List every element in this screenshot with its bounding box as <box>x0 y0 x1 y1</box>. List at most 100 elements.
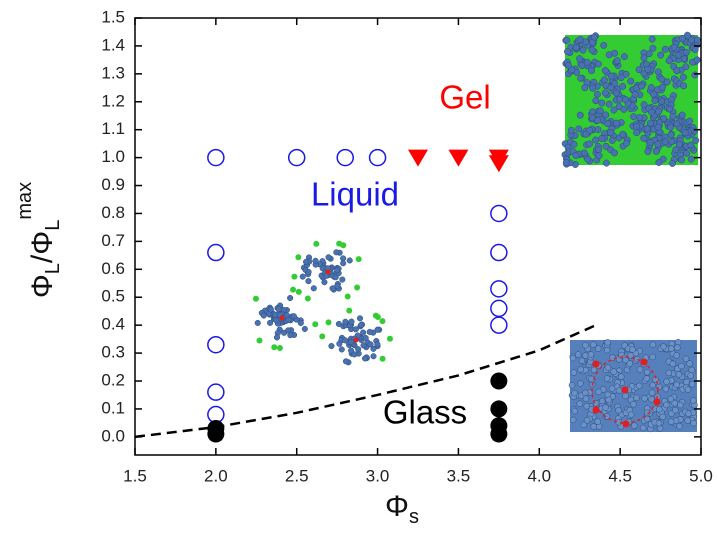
y-tick-label: 0.3 <box>101 343 125 362</box>
y-label-part: max <box>14 182 36 220</box>
inset-bead <box>652 147 660 155</box>
inset-bead <box>271 344 278 351</box>
inset-bead <box>577 366 584 373</box>
inset-bead <box>348 318 355 325</box>
inset-bead <box>673 120 681 128</box>
x-label-part: Φ <box>385 490 409 523</box>
inset-bead <box>342 318 349 325</box>
inset-bead <box>332 274 339 281</box>
inset-bead <box>670 43 678 51</box>
point <box>490 204 508 223</box>
inset-bead <box>336 240 343 247</box>
inset-bead <box>640 134 648 142</box>
inset-bead <box>603 159 610 167</box>
inset-bead <box>576 36 584 43</box>
y-label-part: /Φ <box>26 231 59 263</box>
inset-bead <box>379 355 386 362</box>
inset-bead <box>633 355 641 363</box>
inset-bead <box>662 138 670 146</box>
inset-bead <box>619 130 627 138</box>
inset-bead <box>682 63 690 71</box>
inset-bead <box>576 55 584 63</box>
inset-bead <box>667 123 675 131</box>
inset-bead <box>334 266 341 274</box>
inset-bead <box>577 74 585 82</box>
x-tick-label: 2.5 <box>285 466 309 485</box>
inset-bead <box>678 362 685 370</box>
x-tick-label: 5.0 <box>689 466 713 485</box>
inset-bead <box>574 351 582 358</box>
inset-bead <box>655 159 663 166</box>
inset-bead <box>610 106 618 114</box>
inset-bead <box>339 276 346 283</box>
inset-bead <box>362 334 369 342</box>
inset-bead <box>680 73 687 81</box>
inset-bead <box>305 268 312 276</box>
inset-bead <box>643 369 651 376</box>
inset-bead <box>691 46 699 54</box>
point <box>207 383 225 401</box>
inset-bead <box>607 72 615 80</box>
inset-bead <box>673 67 681 75</box>
inset-bead <box>644 409 651 417</box>
inset-core <box>353 337 359 343</box>
inset-bead <box>663 378 670 385</box>
inset-bead <box>678 111 686 119</box>
inset-bead <box>684 386 692 393</box>
inset-bead <box>295 288 302 295</box>
inset-bead <box>627 352 635 359</box>
inset-bead <box>352 326 359 333</box>
inset-bead <box>663 401 670 409</box>
inset-bead <box>590 366 598 374</box>
inset-bead <box>589 84 597 92</box>
inset-bead <box>611 49 619 57</box>
inset-bead <box>630 401 637 408</box>
y-tick-label: 1.2 <box>101 91 125 110</box>
inset-bead <box>647 84 655 92</box>
y-tick-label: 1.3 <box>101 63 125 82</box>
inset-bead <box>576 111 584 119</box>
inset-bead <box>348 347 355 354</box>
inset-bead <box>297 320 304 327</box>
inset-bead <box>649 381 657 389</box>
inset-bead <box>613 57 621 65</box>
inset-bead <box>565 61 573 69</box>
inset-bead <box>646 138 654 146</box>
point <box>490 316 508 334</box>
inset-bead <box>648 35 656 43</box>
inset-bead <box>590 341 597 348</box>
inset-bead <box>682 48 690 56</box>
inset-bead <box>360 329 367 336</box>
inset-bead <box>252 295 259 302</box>
inset-bead <box>658 75 666 83</box>
inset-bead <box>658 83 666 91</box>
inset-bead <box>649 90 657 98</box>
x-label-part: s <box>409 506 419 528</box>
inset-bead <box>605 100 613 108</box>
inset-bead <box>669 113 677 120</box>
inset-core <box>621 386 629 394</box>
inset-bead <box>578 357 586 365</box>
inset-bead <box>312 257 319 264</box>
inset-bead <box>319 265 326 272</box>
inset-bead <box>635 113 643 121</box>
inset-bead <box>340 260 347 267</box>
inset-bead <box>281 329 288 336</box>
inset-bead <box>615 407 622 414</box>
inset-bead <box>682 355 690 363</box>
inset-bead <box>579 46 587 54</box>
inset-bead <box>312 321 319 328</box>
inset-bead <box>615 387 623 394</box>
inset-bead <box>608 385 616 392</box>
inset-bead <box>633 129 641 137</box>
inset-bead <box>386 335 393 342</box>
inset-bead <box>607 84 615 92</box>
inset-bead <box>342 337 349 344</box>
inset-bead <box>571 389 578 397</box>
inset-bead <box>587 351 595 358</box>
inset-bead <box>654 123 662 131</box>
inset-bead <box>654 68 662 76</box>
inset-bead <box>635 382 643 390</box>
inset-bead <box>675 371 683 378</box>
inset-bead <box>672 146 680 154</box>
